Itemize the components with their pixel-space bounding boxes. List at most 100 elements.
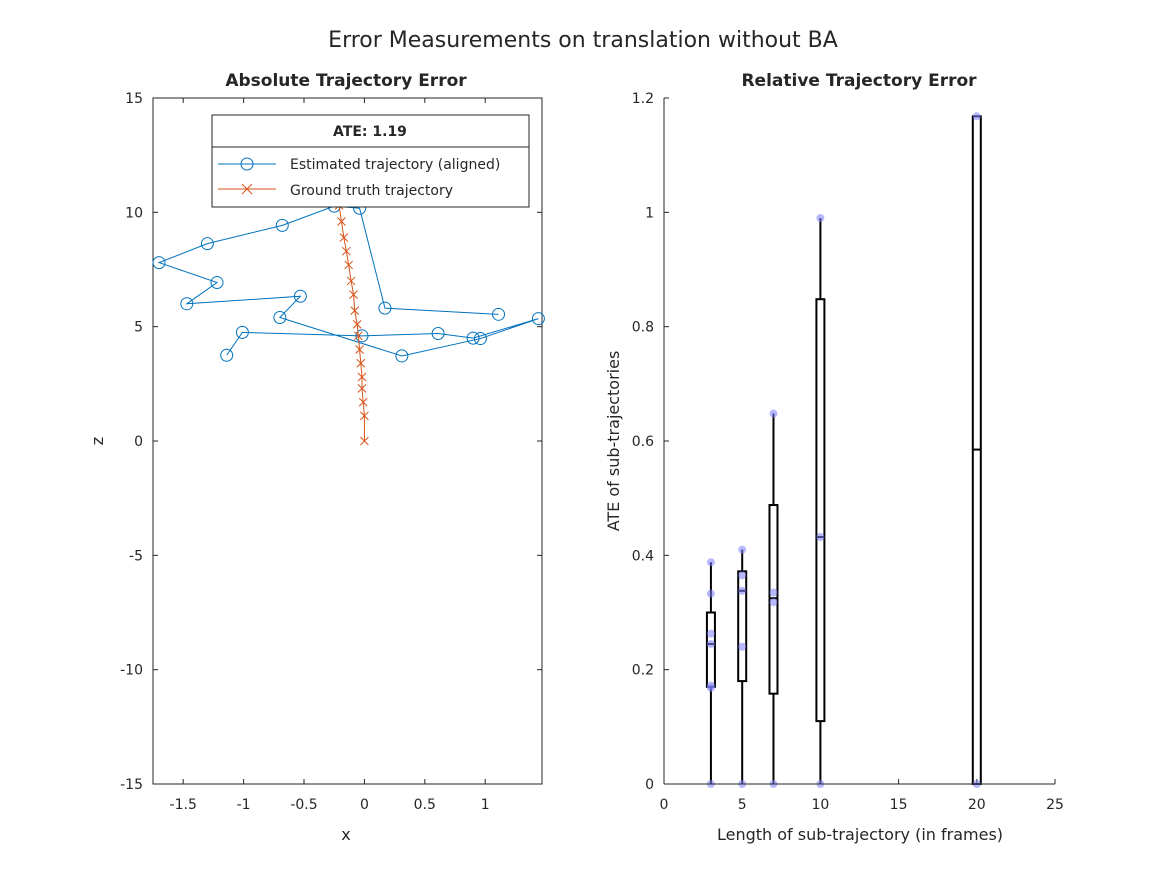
legend-label-estimated: Estimated trajectory (aligned) xyxy=(290,157,500,173)
estimated-trajectory-point xyxy=(378,301,392,315)
y-tick-label: 15 xyxy=(125,91,143,107)
rte-y-axis-label: ATE of sub-trajectories xyxy=(604,351,623,532)
ground-truth-point xyxy=(360,436,369,446)
y-tick-label: 0.4 xyxy=(632,548,654,564)
estimated-trajectory-point xyxy=(235,325,249,339)
estimated-trajectory-point xyxy=(293,289,307,303)
box-data-point xyxy=(816,214,825,223)
box-data-point xyxy=(738,586,747,595)
legend-label-ground-truth: Ground truth trajectory xyxy=(290,183,453,199)
estimated-trajectory-point xyxy=(431,327,445,341)
estimated-trajectory-point xyxy=(466,331,480,345)
ate-y-axis-label: z xyxy=(88,437,107,445)
box-data-point xyxy=(972,112,981,121)
y-tick-label: -15 xyxy=(120,777,143,793)
box-data-point xyxy=(706,558,715,567)
ground-truth-point xyxy=(357,384,367,393)
estimated-trajectory-point xyxy=(210,276,224,290)
box-data-point xyxy=(706,589,715,598)
ground-truth-point xyxy=(339,233,349,242)
y-tick-label: 10 xyxy=(125,205,143,221)
y-tick-label: 0 xyxy=(134,434,143,450)
estimated-trajectory-point xyxy=(492,307,506,321)
ground-truth-point xyxy=(344,260,354,270)
ground-truth-point xyxy=(352,320,362,329)
estimated-trajectory-point xyxy=(152,256,166,270)
ground-truth-point xyxy=(360,411,369,421)
box-data-point xyxy=(738,642,747,651)
x-tick-label: -1.5 xyxy=(170,797,197,813)
rte-x-axis-label: Length of sub-trajectory (in frames) xyxy=(717,825,1003,844)
x-tick-label: -1 xyxy=(237,797,251,813)
y-tick-label: -10 xyxy=(120,663,143,679)
ate-legend: ATE: 1.19 Estimated trajectory (aligned)… xyxy=(211,114,530,208)
box-data-point xyxy=(706,681,715,690)
estimated-trajectory-point xyxy=(395,349,409,363)
y-tick-label: 1 xyxy=(645,205,654,221)
x-tick-label: 25 xyxy=(1046,797,1064,813)
box-data-point xyxy=(769,409,778,418)
rte-boxes xyxy=(705,112,982,788)
legend-title: ATE: 1.19 xyxy=(333,124,407,140)
box-iqr xyxy=(815,298,826,723)
ground-truth-point xyxy=(350,306,360,316)
box-data-point xyxy=(706,629,715,638)
rte-ticks: 0 5 10 15 20 25 0 0.2 0.4 0.6 0.8 1 1.2 xyxy=(632,91,1064,813)
legend-marker-ground-truth xyxy=(241,183,253,195)
ground-truth-point xyxy=(341,246,351,256)
estimated-trajectory-point xyxy=(355,329,369,343)
box-data-point xyxy=(816,533,825,542)
legend-marker-estimated xyxy=(240,157,254,171)
y-tick-label: 0 xyxy=(645,777,654,793)
ground-truth-point xyxy=(355,345,364,354)
ground-truth-point xyxy=(349,290,358,300)
x-tick-label: 0 xyxy=(660,797,669,813)
box-data-point xyxy=(738,545,747,554)
x-tick-label: 1 xyxy=(481,797,490,813)
y-tick-label: 5 xyxy=(134,320,143,336)
ate-plot-area xyxy=(152,97,543,785)
y-tick-label: 0.2 xyxy=(632,663,654,679)
ground-truth-trajectory-line xyxy=(337,184,365,441)
x-tick-label: 15 xyxy=(890,797,908,813)
estimated-trajectory-point xyxy=(531,312,545,326)
y-tick-label: 1.2 xyxy=(632,91,654,107)
estimated-trajectory-point xyxy=(273,311,287,325)
x-tick-label: 5 xyxy=(738,797,747,813)
box-data-point xyxy=(769,588,778,597)
ground-truth-point xyxy=(356,358,366,368)
x-tick-label: -0.5 xyxy=(290,797,317,813)
y-tick-label: 0.8 xyxy=(632,320,654,336)
y-tick-label: 0.6 xyxy=(632,434,654,450)
x-tick-label: 0 xyxy=(360,797,369,813)
estimated-trajectory-point xyxy=(220,348,234,362)
box-iqr xyxy=(737,570,748,683)
estimated-trajectory-point xyxy=(180,297,194,311)
rte-plot-title: Relative Trajectory Error xyxy=(741,71,977,91)
ground-truth-point xyxy=(357,372,367,382)
ground-truth-point xyxy=(346,276,356,286)
ate-ticks: -1.5 -1 -0.5 0 0.5 1 -15 -10 -5 0 5 10 15 xyxy=(120,91,542,813)
box-data-point xyxy=(706,639,715,648)
box-iqr xyxy=(768,504,779,695)
rte-plot: Relative Trajectory Error 0 5 10 15 20 25 0 0.2… xyxy=(604,71,1064,844)
legend-box xyxy=(211,114,530,208)
x-tick-label: 0.5 xyxy=(414,797,436,813)
ate-x-axis-label: x xyxy=(341,825,350,844)
estimated-trajectory-point xyxy=(473,332,487,346)
figure-title: Error Measurements on translation withou… xyxy=(328,28,838,53)
ground-truth-point xyxy=(354,331,363,341)
ate-plot-title: Absolute Trajectory Error xyxy=(225,71,467,91)
ground-truth-point xyxy=(358,397,368,407)
y-tick-label: -5 xyxy=(129,548,143,564)
x-tick-label: 10 xyxy=(811,797,829,813)
ate-plot: Absolute Trajectory Error -1.5 -1 -0.5 0 0.5… xyxy=(88,71,545,844)
box-iqr xyxy=(705,611,716,688)
box-data-point xyxy=(769,598,778,607)
ground-truth-point xyxy=(337,217,346,226)
estimated-trajectory-point xyxy=(275,218,289,232)
estimated-trajectory-point xyxy=(200,237,214,251)
box-data-point xyxy=(738,571,747,580)
x-tick-label: 20 xyxy=(968,797,986,813)
